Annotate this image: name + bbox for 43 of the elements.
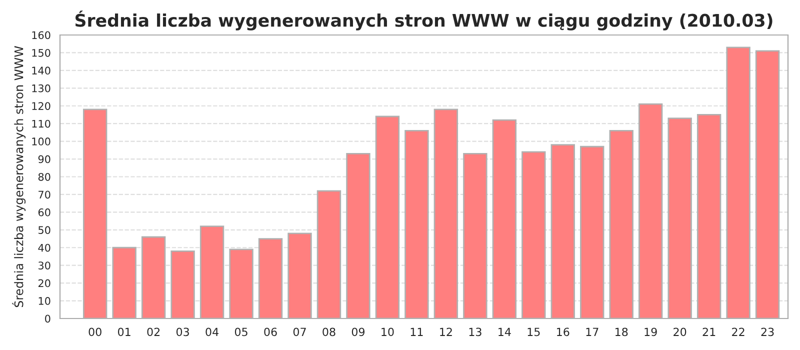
y-tick-label: 20: [38, 279, 50, 288]
x-tick-label: 20: [674, 328, 686, 336]
y-tick-label: 160: [32, 31, 50, 40]
x-tick-label: 06: [264, 328, 277, 336]
x-tick-label: 18: [616, 328, 628, 336]
x-tick-label: 11: [410, 328, 423, 336]
x-tick-label: 13: [469, 328, 482, 336]
y-tick-label: 10: [38, 297, 50, 305]
x-tick-label: 21: [702, 328, 716, 336]
x-tick-label: 08: [322, 328, 336, 336]
x-tick-label: 07: [293, 328, 306, 336]
y-tick-label: 40: [38, 244, 50, 252]
x-tick-label: 01: [118, 328, 130, 336]
y-tick-label: 30: [38, 262, 50, 270]
x-tick-label: 16: [557, 328, 570, 336]
y-axis-title: Średnia liczba wygenerowanych stron WWW: [12, 46, 26, 308]
x-tick-label: 23: [761, 328, 774, 336]
y-tick-label: 0: [45, 314, 50, 323]
x-tick-label: 00: [88, 328, 102, 336]
y-tick-label: 100: [32, 138, 50, 146]
x-tick-label: 03: [176, 328, 189, 336]
x-tick-label: 10: [382, 328, 394, 336]
y-tick-label: 80: [38, 172, 50, 181]
x-tick-label: 17: [586, 328, 598, 336]
chart-title: Średnia liczba wygenerowanych stron WWW w ciągu godziny (2010.03): [75, 10, 772, 30]
y-tick-label: 140: [32, 66, 50, 75]
x-tick-label: 15: [528, 328, 540, 336]
y-tick-label: 110: [32, 120, 50, 128]
x-tick-label: 14: [498, 328, 511, 336]
x-tick-label: 05: [234, 328, 248, 336]
x-tick-label: 12: [440, 328, 452, 336]
y-tick-label: 120: [32, 102, 50, 110]
y-tick-label: 70: [38, 190, 50, 199]
x-tick-label: 02: [147, 328, 160, 336]
y-tick-label: 150: [32, 48, 50, 57]
y-tick-label: 60: [38, 208, 50, 216]
x-tick-label: 22: [732, 328, 744, 336]
y-tick-label: 50: [38, 226, 50, 234]
x-tick-label: 19: [644, 328, 657, 336]
y-tick-label: 90: [38, 155, 50, 164]
x-tick-label: 09: [352, 328, 365, 336]
x-tick-label: 04: [206, 328, 218, 336]
y-tick-label: 130: [32, 84, 50, 92]
